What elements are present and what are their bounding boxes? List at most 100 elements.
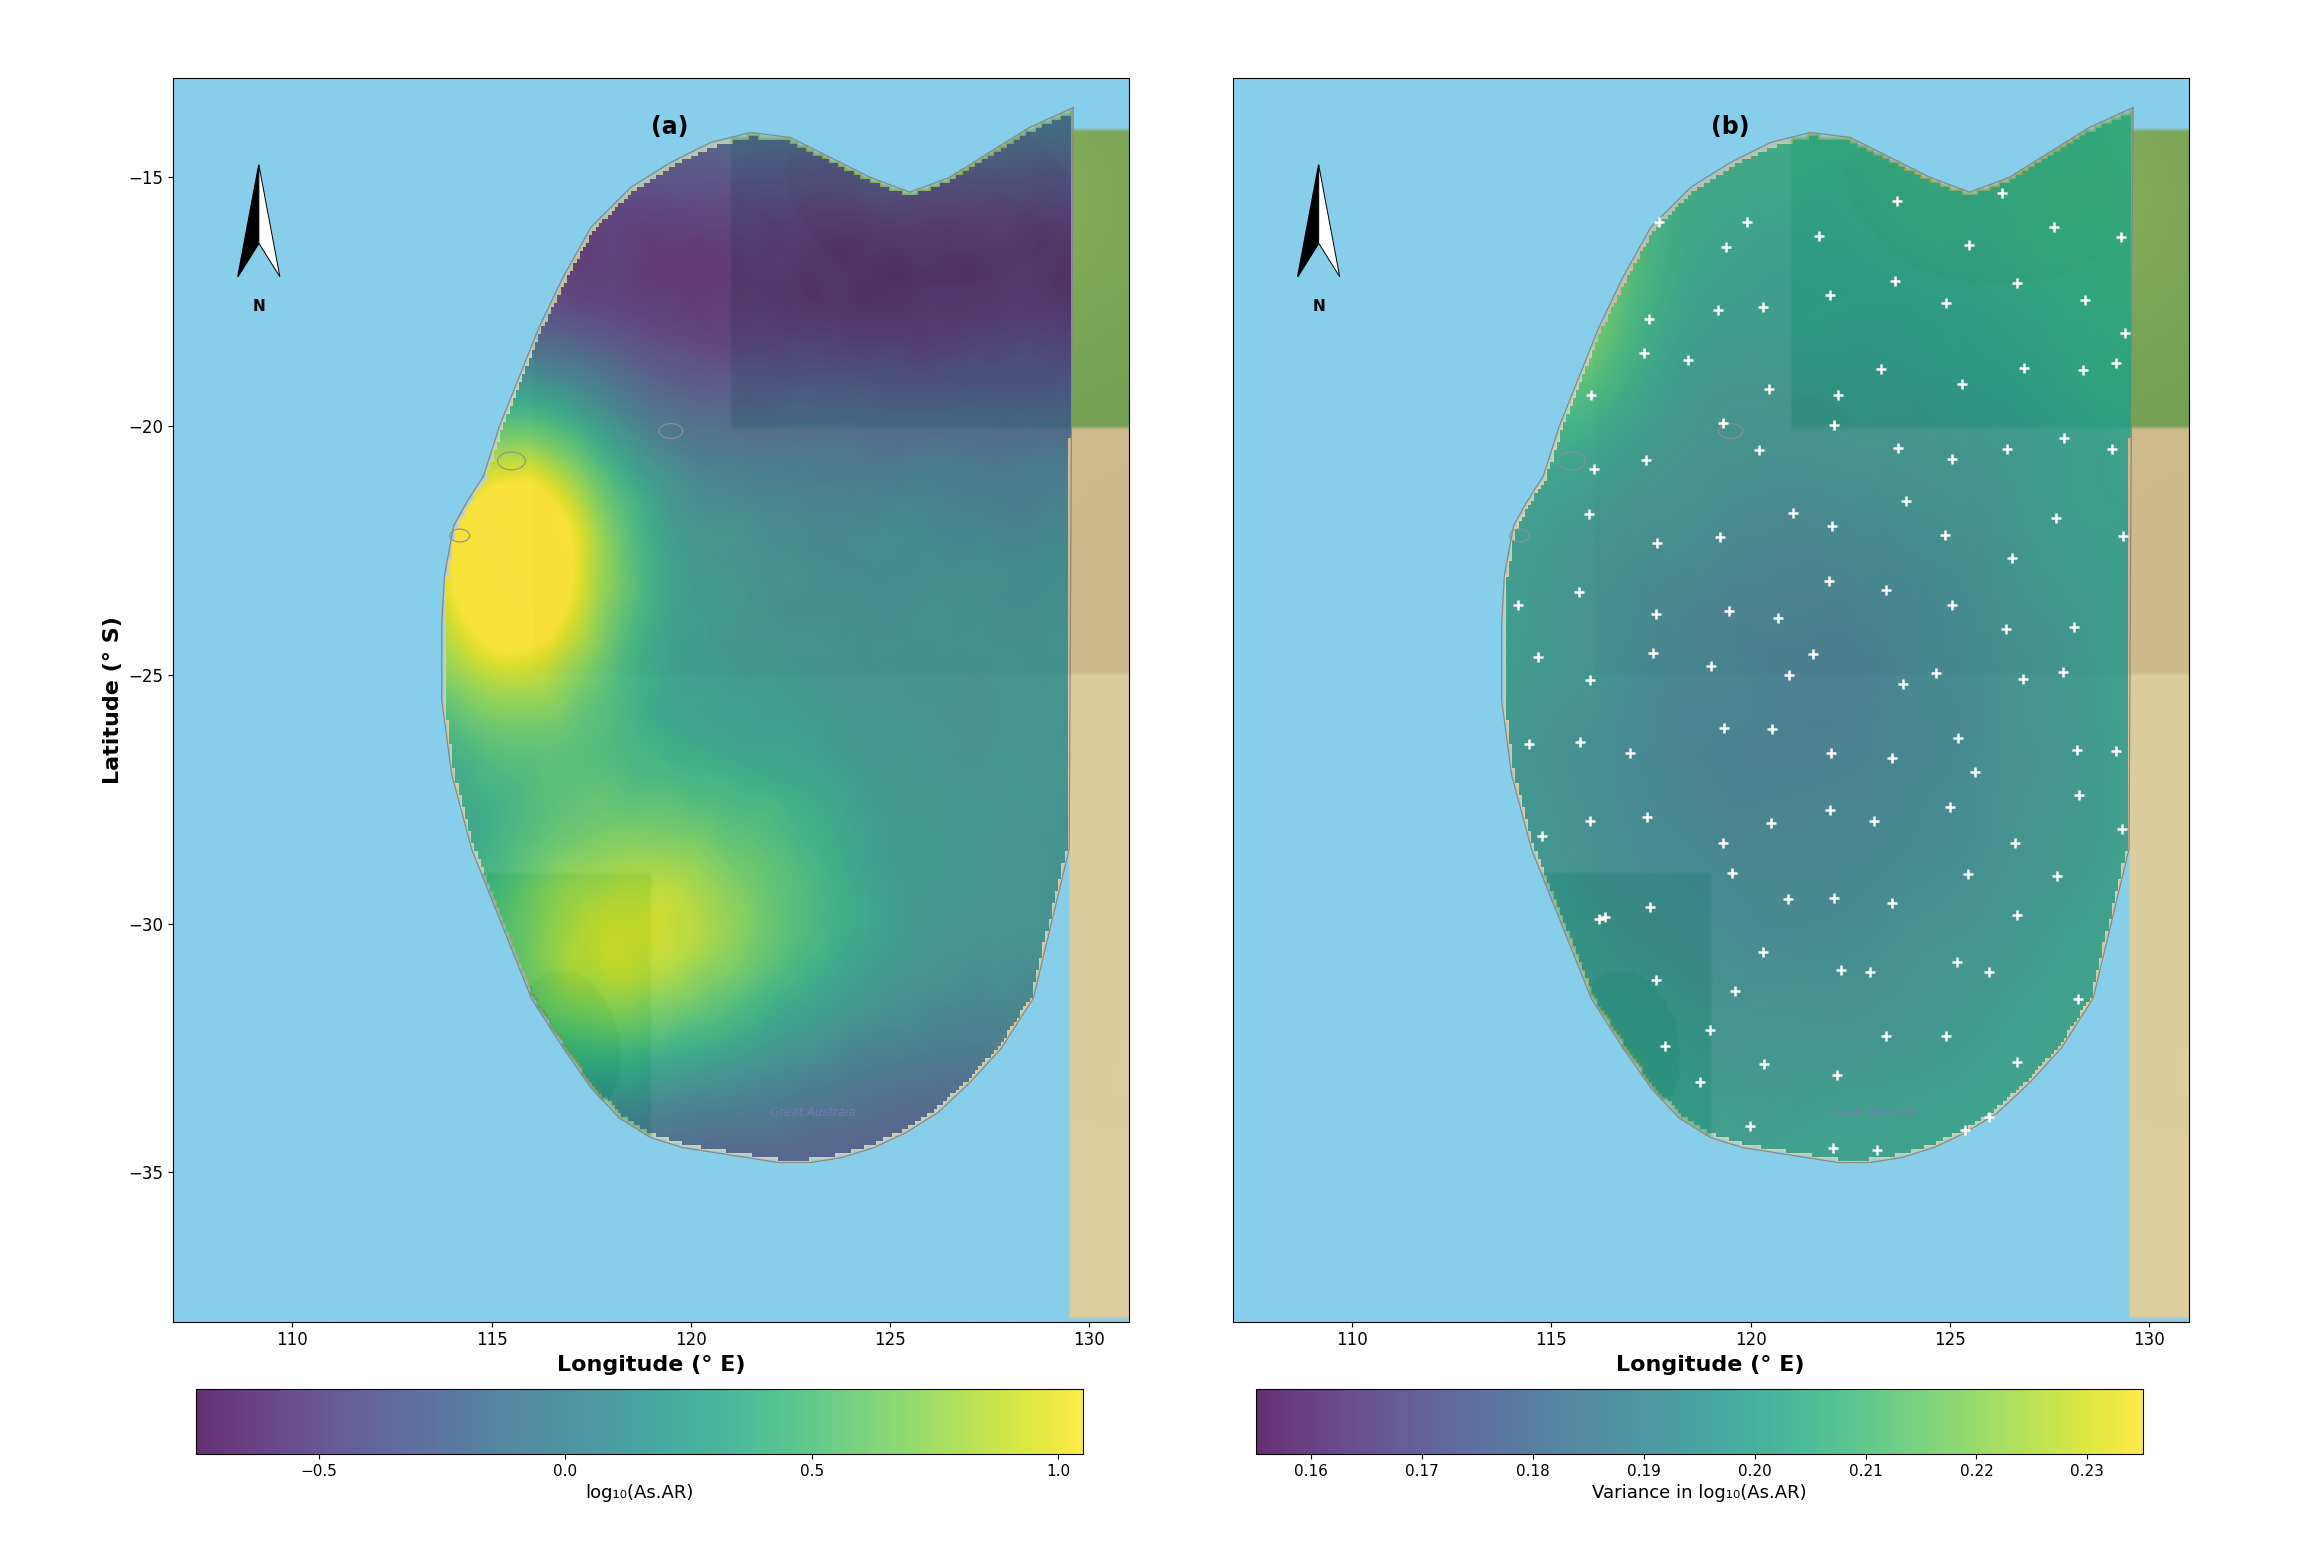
Point	[1811, 568, 1848, 592]
Point	[1945, 372, 1981, 397]
Point	[2060, 987, 2097, 1012]
Point	[1647, 1034, 1684, 1059]
X-axis label: Variance in log₁₀(As.AR): Variance in log₁₀(As.AR)	[1592, 1483, 1806, 1502]
Point	[1813, 513, 1850, 538]
Point	[1855, 809, 1892, 833]
Point	[1753, 810, 1790, 835]
Point	[2039, 863, 2076, 888]
Point	[1947, 1116, 1984, 1141]
Point	[1811, 798, 1848, 823]
Point	[1705, 830, 1742, 855]
Polygon shape	[237, 165, 258, 277]
Point	[1885, 672, 1922, 697]
Point	[1816, 886, 1852, 911]
Point	[1638, 602, 1675, 627]
Point	[1956, 760, 1993, 785]
Point	[1822, 958, 1859, 983]
Point	[2097, 351, 2134, 376]
Point	[1581, 907, 1617, 931]
Point	[1970, 1104, 2007, 1129]
Point	[1873, 891, 1910, 916]
Point	[1638, 967, 1675, 992]
Point	[1730, 1113, 1767, 1138]
Point	[1769, 886, 1806, 911]
Point	[2046, 425, 2083, 449]
Point	[1988, 437, 2025, 462]
Point	[2064, 358, 2101, 383]
Polygon shape	[1297, 165, 1318, 277]
Point	[2037, 215, 2074, 239]
Point	[1710, 599, 1746, 624]
Point	[1634, 641, 1670, 666]
Point	[1714, 860, 1751, 885]
Y-axis label: Latitude (° S): Latitude (° S)	[101, 616, 122, 784]
Point	[1670, 348, 1707, 373]
Point	[1938, 950, 1975, 975]
Point	[1521, 644, 1558, 669]
Point	[1744, 939, 1781, 964]
Point	[1753, 717, 1790, 742]
Point	[1998, 830, 2034, 855]
Point	[1951, 233, 1988, 258]
Point	[2037, 505, 2074, 530]
Point	[2000, 271, 2037, 295]
Point	[1859, 1138, 1896, 1163]
Point	[1772, 662, 1809, 687]
Point	[1818, 1062, 1855, 1087]
Point	[1700, 297, 1737, 322]
Point	[1705, 411, 1742, 435]
Point	[2060, 782, 2097, 807]
Point	[1613, 740, 1650, 765]
Point	[1624, 341, 1661, 365]
Point	[1917, 661, 1954, 686]
Point	[1740, 437, 1776, 462]
Point	[1774, 501, 1811, 526]
Text: N: N	[253, 299, 265, 314]
Point	[2046, 659, 2083, 684]
Point	[1866, 577, 1903, 602]
Point	[2097, 739, 2134, 764]
Point	[1813, 740, 1850, 765]
Point	[1878, 188, 1915, 213]
Point	[2004, 667, 2041, 692]
Point	[1873, 745, 1910, 770]
Point	[1638, 530, 1675, 555]
Point	[1928, 291, 1965, 316]
Point	[1887, 488, 1924, 513]
Point	[1862, 356, 1898, 381]
Point	[2094, 437, 2131, 462]
Point	[1993, 546, 2030, 571]
Point	[1631, 306, 1668, 331]
Point	[1576, 457, 1613, 482]
Polygon shape	[1318, 165, 1339, 277]
Point	[1816, 1135, 1852, 1160]
Point	[1933, 446, 1970, 471]
X-axis label: Longitude (° E): Longitude (° E)	[1617, 1354, 1804, 1375]
Text: Great Austraia: Great Austraia	[1829, 1106, 1917, 1120]
Text: Great Austraia: Great Austraia	[770, 1106, 857, 1120]
Point	[2055, 614, 2092, 639]
Point	[1928, 1023, 1965, 1048]
Point	[1571, 669, 1608, 694]
Point	[1850, 959, 1887, 984]
Point	[1523, 824, 1560, 849]
Point	[1744, 294, 1781, 319]
Text: (a): (a)	[652, 115, 689, 138]
Point	[1869, 1023, 1905, 1048]
X-axis label: log₁₀(As.AR): log₁₀(As.AR)	[585, 1483, 694, 1502]
Point	[1933, 592, 1970, 617]
Point	[1970, 959, 2007, 984]
Point	[1627, 448, 1663, 473]
Point	[2106, 320, 2143, 345]
Point	[1571, 809, 1608, 833]
Point	[1926, 522, 1963, 547]
Point	[1703, 526, 1740, 550]
Point	[1705, 715, 1742, 740]
Point	[1707, 235, 1744, 260]
X-axis label: Longitude (° E): Longitude (° E)	[558, 1354, 744, 1375]
Point	[1631, 894, 1668, 919]
Point	[2060, 737, 2097, 762]
Point	[1931, 795, 1968, 819]
Point	[2104, 524, 2140, 549]
Point	[1693, 653, 1730, 678]
